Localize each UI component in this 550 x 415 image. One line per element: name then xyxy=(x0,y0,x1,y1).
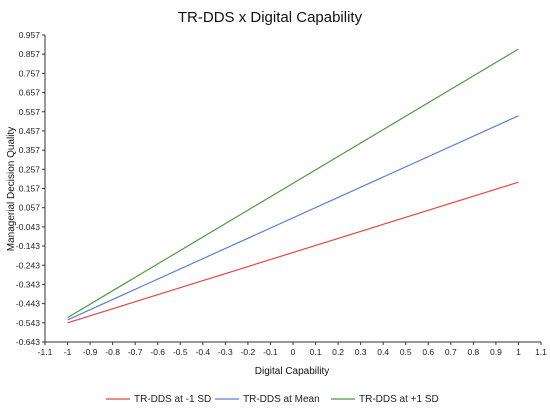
legend: TR-DDS at -1 SD TR-DDS at Mean TR-DDS at +… xyxy=(106,394,439,405)
x-tick-label: -0.4 xyxy=(195,347,210,357)
x-tick-label: -0.7 xyxy=(128,347,143,357)
y-tick-label: -0.243 xyxy=(16,260,40,270)
y-tick-label: 0.357 xyxy=(19,145,41,155)
x-tick-label: 1 xyxy=(516,347,521,357)
x-tick-label: -0.1 xyxy=(263,347,278,357)
x-tick-label: 0 xyxy=(291,347,296,357)
legend-label: TR-DDS at Mean xyxy=(243,394,320,405)
y-tick-label: -0.543 xyxy=(16,318,40,328)
axes: 0.957 0.857 0.757 0.657 0.557 0.457 0.357 0.257… xyxy=(16,30,547,357)
y-tick-label: -0.443 xyxy=(16,299,40,309)
y-tick-label: 0.157 xyxy=(19,184,41,194)
chart-title: TR-DDS x Digital Capability xyxy=(178,9,363,26)
series-line-1 xyxy=(67,181,519,324)
x-tick-label: 0.9 xyxy=(490,347,502,357)
y-tick-label: -0.643 xyxy=(16,337,40,347)
x-tick-label: 0.1 xyxy=(310,347,322,357)
y-tick-label: 0.457 xyxy=(19,126,41,136)
y-tick-label: 0.057 xyxy=(19,203,41,213)
y-tick-label: -0.143 xyxy=(16,241,40,251)
plot-lines xyxy=(67,48,519,324)
y-tick-label: 0.957 xyxy=(19,30,41,40)
legend-label: TR-DDS at -1 SD xyxy=(134,394,211,405)
legend-label: TR-DDS at +1 SD xyxy=(359,394,439,405)
x-tick-label: 0.6 xyxy=(422,347,434,357)
x-axis-title: Digital Capability xyxy=(255,366,329,377)
y-tick-label: -0.343 xyxy=(16,279,40,289)
x-tick-label: 0.4 xyxy=(377,347,389,357)
x-tick-label: 1.1 xyxy=(535,347,547,357)
y-tick-label: 0.857 xyxy=(19,49,41,59)
x-tick-label: -0.3 xyxy=(218,347,233,357)
x-tick-label: -0.9 xyxy=(83,347,98,357)
x-tick-label: -1.1 xyxy=(38,347,53,357)
y-tick-label: 0.257 xyxy=(19,164,41,174)
x-tick-label: -0.8 xyxy=(105,347,120,357)
x-tick-label: 0.5 xyxy=(400,347,412,357)
x-tick-label: -0.6 xyxy=(150,347,165,357)
x-tick-label: 0.3 xyxy=(355,347,367,357)
x-tick-label: 0.2 xyxy=(332,347,344,357)
series-line-2 xyxy=(67,115,519,321)
y-tick-label: 0.657 xyxy=(19,88,41,98)
x-tick-label: 0.7 xyxy=(445,347,457,357)
y-axis-title: Managerial Decision Quality xyxy=(6,127,17,252)
x-tick-label: -1 xyxy=(64,347,72,357)
x-tick-label: 0.8 xyxy=(467,347,479,357)
series-line-3 xyxy=(67,48,519,319)
x-tick-label: -0.5 xyxy=(173,347,188,357)
x-tick-label: -0.2 xyxy=(241,347,256,357)
y-tick-label: 0.557 xyxy=(19,107,41,117)
y-tick-label: 0.757 xyxy=(19,68,41,78)
y-tick-label: -0.043 xyxy=(16,222,40,232)
